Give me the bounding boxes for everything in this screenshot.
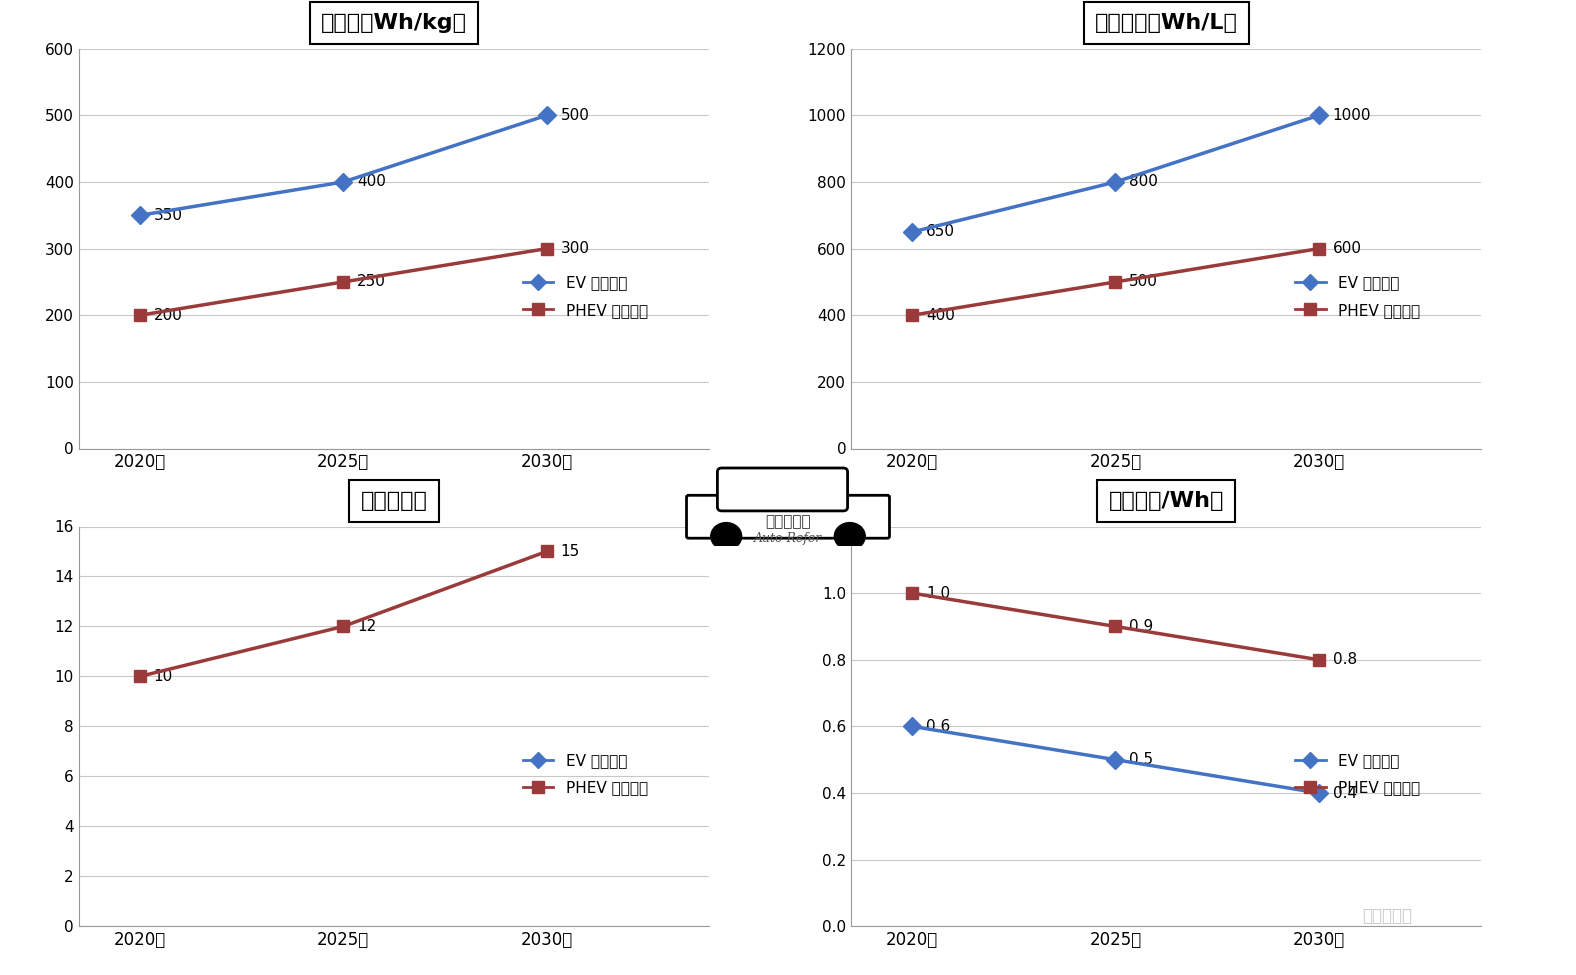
PHEV 电池单体 [1310,654,1329,666]
PHEV 电池单体 [334,621,353,633]
Text: 0.9: 0.9 [1130,619,1154,634]
Text: 0.8: 0.8 [1333,652,1357,667]
Title: 能量密度（Wh/L）: 能量密度（Wh/L） [1095,14,1237,33]
Text: 600: 600 [1333,241,1362,256]
Text: 1000: 1000 [1333,108,1371,123]
EV 电池单体 [903,721,922,732]
Text: 0.5: 0.5 [1130,752,1154,767]
Line: EV 电池单体: EV 电池单体 [134,109,553,221]
PHEV 电池单体 [903,587,922,599]
Text: 250: 250 [358,274,386,290]
Text: Auto Refer: Auto Refer [753,531,823,545]
Text: 10: 10 [154,669,173,683]
Line: PHEV 电池单体: PHEV 电池单体 [906,587,1325,666]
Line: PHEV 电池单体: PHEV 电池单体 [134,545,553,682]
Text: 1.0: 1.0 [927,586,950,601]
Text: 350: 350 [154,208,183,223]
PHEV 电池单体 [537,546,556,558]
Circle shape [834,523,865,550]
Text: 200: 200 [154,308,183,323]
Text: 400: 400 [927,308,955,323]
Line: EV 电池单体: EV 电池单体 [906,109,1325,238]
Text: 300: 300 [561,241,589,256]
FancyBboxPatch shape [717,468,848,511]
Legend: EV 电池单体, PHEV 电池单体: EV 电池单体, PHEV 电池单体 [515,746,656,803]
EV 电池单体 [1310,109,1329,121]
EV 电池单体 [1106,754,1125,765]
Legend: EV 电池单体, PHEV 电池单体: EV 电池单体, PHEV 电池单体 [1288,746,1428,803]
Text: 汽车人参考: 汽车人参考 [766,514,810,529]
Text: 0.4: 0.4 [1333,786,1357,800]
Text: 800: 800 [1130,175,1158,189]
Text: 0.6: 0.6 [927,719,950,734]
Text: 500: 500 [1130,274,1158,290]
PHEV 电池单体 [1106,621,1125,633]
Text: 汽车人参考: 汽车人参考 [1362,908,1412,925]
PHEV 电池单体 [1106,276,1125,288]
Line: EV 电池单体: EV 电池单体 [906,721,1325,800]
PHEV 电池单体 [537,243,556,254]
EV 电池单体 [537,109,556,121]
Text: 500: 500 [561,108,589,123]
Title: 寿命（年）: 寿命（年） [361,491,427,511]
PHEV 电池单体 [903,309,922,321]
Line: PHEV 电池单体: PHEV 电池单体 [134,243,553,322]
EV 电池单体 [1106,176,1125,188]
Text: 15: 15 [561,544,580,559]
EV 电池单体 [131,210,150,221]
Line: PHEV 电池单体: PHEV 电池单体 [906,243,1325,322]
Text: 650: 650 [927,224,955,240]
Title: 成本（元/Wh）: 成本（元/Wh） [1108,491,1225,511]
PHEV 电池单体 [1310,243,1329,254]
EV 电池单体 [903,226,922,238]
PHEV 电池单体 [131,671,150,682]
PHEV 电池单体 [131,309,150,321]
Title: 比能量（Wh/kg）: 比能量（Wh/kg） [322,14,466,33]
Legend: EV 电池单体, PHEV 电池单体: EV 电池单体, PHEV 电池单体 [515,268,656,326]
EV 电池单体 [1310,787,1329,799]
Text: 12: 12 [358,619,377,634]
PHEV 电池单体 [334,276,353,288]
Legend: EV 电池单体, PHEV 电池单体: EV 电池单体, PHEV 电池单体 [1288,268,1428,326]
FancyBboxPatch shape [687,495,889,538]
Text: 400: 400 [358,175,386,189]
Circle shape [711,523,742,550]
EV 电池单体 [334,176,353,188]
